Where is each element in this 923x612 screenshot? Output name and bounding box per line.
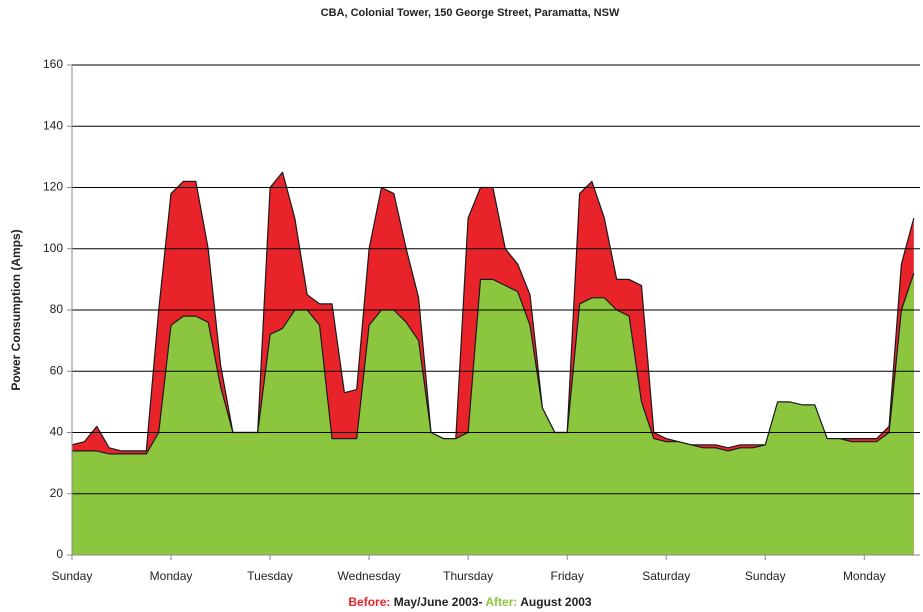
legend-period: May/June 2003-	[394, 595, 483, 609]
legend-label: After:	[485, 595, 517, 609]
x-tick-label: Monday	[150, 569, 193, 583]
y-tick-label: 0	[56, 547, 63, 561]
y-tick-label: 140	[43, 118, 63, 132]
y-tick-label: 120	[43, 180, 63, 194]
y-tick-label: 160	[43, 57, 63, 71]
y-tick-label: 100	[43, 241, 63, 255]
x-tick-label: Tuesday	[247, 569, 293, 583]
y-tick-label: 40	[50, 425, 64, 439]
x-tick-label: Sunday	[52, 569, 93, 583]
area-outline	[72, 273, 915, 455]
legend-label: Before:	[348, 595, 390, 609]
y-tick-label: 80	[50, 302, 64, 316]
x-tick-label: Thursday	[443, 569, 493, 583]
chart-title: CBA, Colonial Tower, 150 George Street, …	[321, 7, 620, 19]
y-tick-label: 60	[50, 363, 64, 377]
x-tick-label: Monday	[843, 569, 886, 583]
plot-area: 0 20 40 60 80 100 120 140 160 Sunday Monday Tuesday…	[43, 57, 920, 583]
y-tick-label: 20	[50, 486, 64, 500]
x-tick-label: Saturday	[642, 569, 690, 583]
x-tick-label: Friday	[551, 569, 584, 583]
x-axis-label: Before: May/June 2003- After: August 200…	[348, 595, 592, 609]
area	[72, 273, 914, 555]
x-tick-label: Sunday	[745, 569, 786, 583]
legend-period: August 2003	[520, 595, 592, 609]
y-axis-label: Power Consumption (Amps)	[9, 229, 23, 390]
x-tick-label: Wednesday	[338, 569, 401, 583]
